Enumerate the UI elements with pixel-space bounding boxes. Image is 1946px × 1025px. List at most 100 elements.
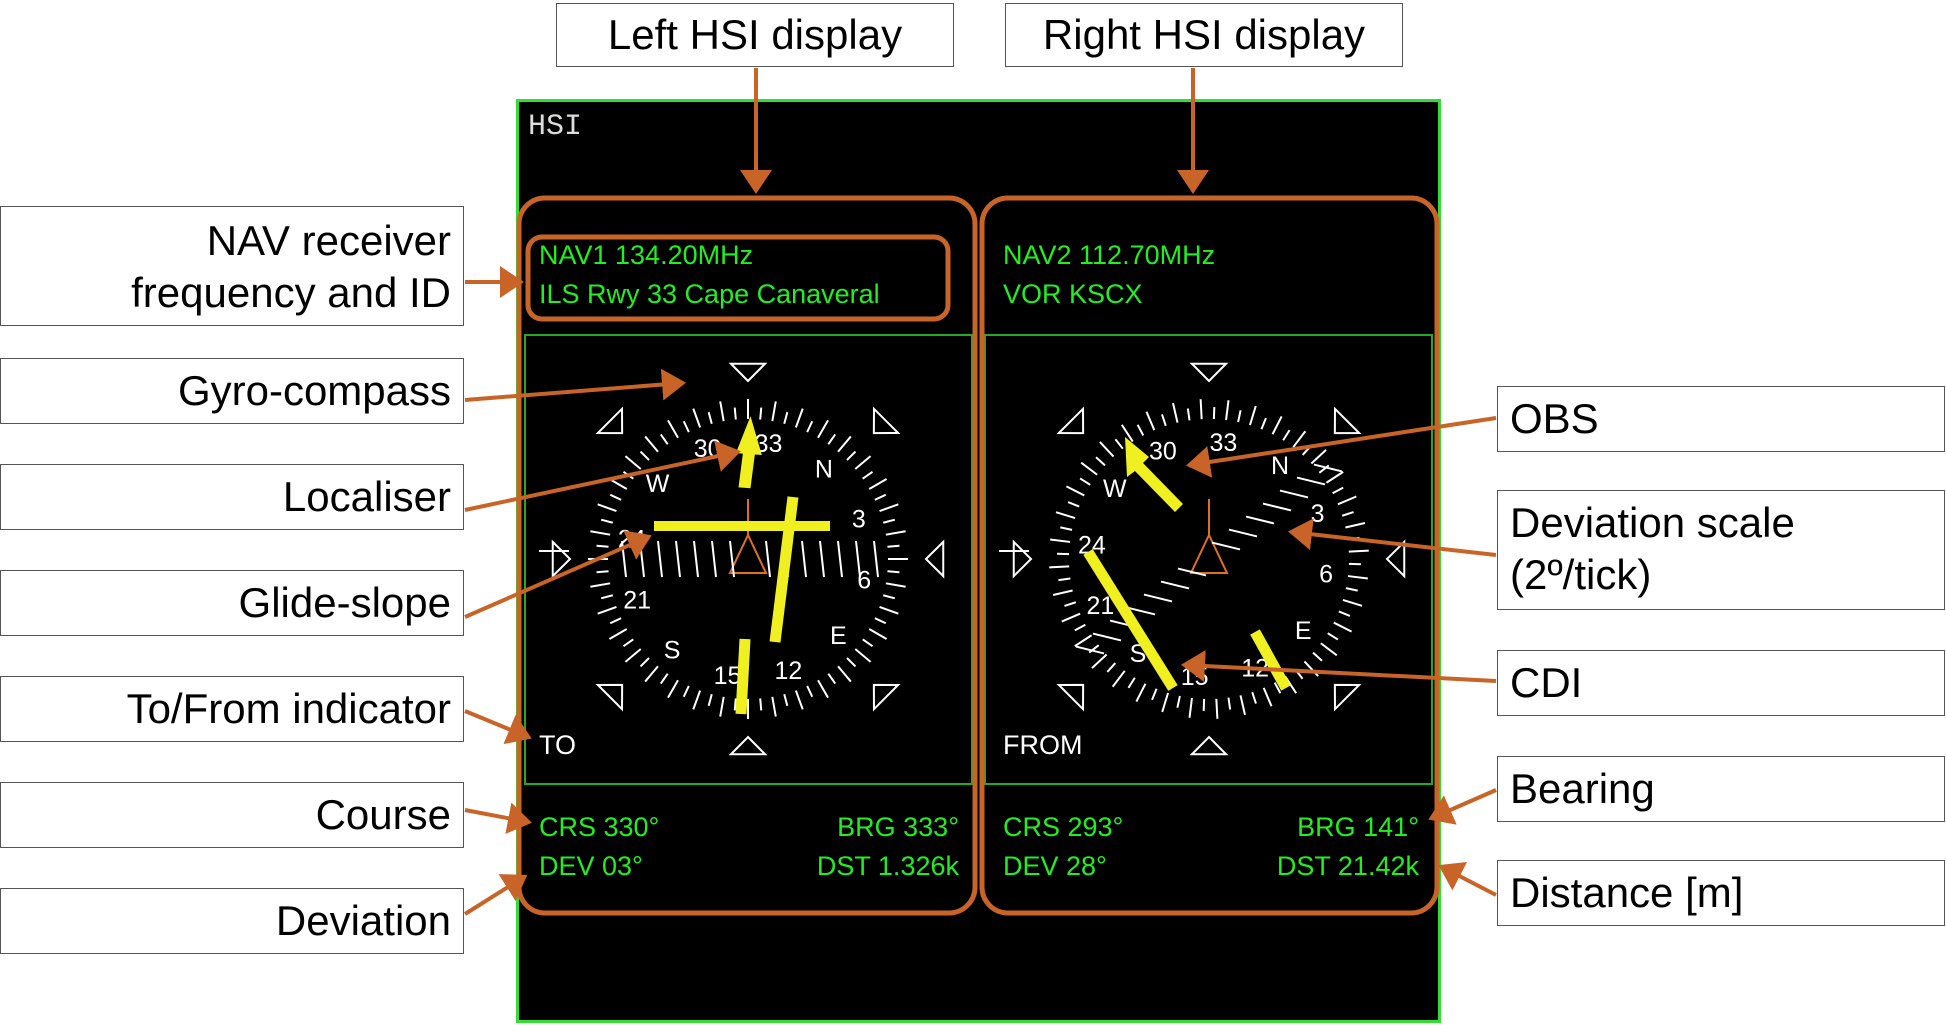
left-compass-label: W	[646, 470, 670, 498]
left-compass-tick	[854, 455, 872, 470]
left-compass-tick	[639, 657, 650, 668]
right-deviation-scale-tick	[1143, 593, 1173, 603]
left-compass-tick	[590, 530, 611, 536]
right-compass-tick	[1074, 634, 1093, 647]
right-compass-tick	[1199, 399, 1203, 420]
right-compass-tick	[1262, 687, 1273, 707]
left-compass-tick	[846, 657, 857, 668]
left-compass-tick	[817, 679, 829, 699]
left-compass-tick	[600, 518, 614, 524]
left-compass-tick	[600, 594, 614, 600]
left-compass-tick	[707, 693, 713, 707]
left-compass-tick	[682, 420, 690, 433]
left-bug-marker	[872, 406, 901, 435]
localiser-label: Localiser	[0, 464, 464, 530]
left-bug-marker	[595, 406, 624, 435]
right-to-from-indicator: FROM	[1003, 730, 1083, 760]
right-compass-tick	[1052, 589, 1073, 596]
left-compass-tick	[608, 628, 628, 640]
left-deviation-scale-tick	[675, 540, 681, 578]
left-compass-label: S	[664, 636, 681, 664]
right-compass-label: E	[1295, 617, 1312, 645]
right-compass-tick	[1065, 485, 1085, 497]
right-compass-tick	[1127, 677, 1136, 689]
left-compass-tick	[879, 605, 899, 615]
right-compass-tick	[1345, 587, 1358, 592]
left-compass-tick	[771, 401, 777, 422]
left-compass-tick	[596, 544, 609, 548]
left-compass-tick	[806, 420, 814, 433]
mfd-screen: HSI 33 N 3 6 E 12 15 S 21 24 W 30 33 N 3 6 E 12 15 S 21 24 W 3…	[516, 99, 1441, 1023]
right-compass-tick	[1172, 402, 1179, 423]
right-nav-frequency: NAV2 112.70MHz	[1003, 240, 1216, 270]
right-compass-tick	[1301, 445, 1312, 456]
left-compass-tick	[874, 493, 887, 501]
left-compass-tick	[854, 648, 872, 663]
right-compass-tick	[1151, 688, 1158, 701]
left-compass-tick	[794, 408, 804, 428]
right-deviation-scale-tick	[1211, 541, 1241, 551]
right-nav-id: VOR KSCX	[1003, 279, 1143, 309]
bearing-label: Bearing	[1497, 756, 1945, 822]
left-bug-marker	[728, 735, 768, 756]
right-compass-tick	[1294, 668, 1304, 680]
bearing-arrow	[1428, 788, 1497, 825]
left-cdi-bar	[769, 496, 799, 643]
right-aircraft-symbol	[1189, 532, 1229, 574]
right-compass-tick	[1176, 695, 1181, 708]
left-compass-tick	[609, 617, 622, 625]
right-compass-tick	[1161, 414, 1167, 427]
right-compass-tick	[1064, 601, 1077, 607]
right-compass-tick	[1303, 660, 1319, 677]
nav-receiver-label: NAV receiver frequency and ID	[0, 206, 464, 326]
left-compass-tick	[879, 503, 899, 513]
right-deviation-readout: DEV 28°	[1003, 851, 1107, 881]
left-obs-arrow	[735, 416, 762, 489]
deviation-label: Deviation	[0, 888, 464, 954]
left-deviation-scale-tick	[819, 540, 825, 578]
left-compass-tick	[882, 518, 896, 524]
right-bug-marker	[1333, 406, 1362, 435]
left-compass-tick	[622, 470, 634, 480]
left-deviation-scale-tick	[801, 540, 807, 578]
right-compass-tick	[1061, 612, 1081, 623]
right-compass-tick	[1136, 424, 1145, 436]
right-compass-tick	[1342, 598, 1363, 607]
right-compass-tick	[1260, 417, 1267, 430]
right-compass-tick	[1099, 441, 1115, 458]
left-compass-tick	[837, 665, 852, 683]
distance-arrow	[1438, 862, 1497, 897]
left-compass-tick	[692, 408, 702, 428]
cdi-label: CDI	[1497, 650, 1945, 716]
left-deviation-readout: DEV 03°	[539, 851, 643, 881]
left-compass-tick	[759, 698, 763, 711]
right-compass-tick	[1312, 651, 1323, 662]
left-bug-marker	[551, 539, 572, 579]
left-compass-tick	[827, 433, 837, 445]
left-nav-frequency: NAV1 134.20MHz	[539, 240, 754, 270]
right-compass-tick	[1332, 486, 1344, 495]
right-compass-tick	[1292, 430, 1307, 448]
left-hsi-display-label: Left HSI display	[556, 3, 954, 67]
left-compass-label: N	[815, 456, 833, 484]
left-compass-label: 30	[694, 435, 722, 463]
deviation-scale-label: Deviation scale (2º/tick)	[1497, 490, 1945, 610]
obs-label: OBS	[1497, 386, 1945, 452]
left-to-from-indicator: TO	[539, 730, 577, 760]
left-compass-tick	[667, 679, 679, 699]
left-compass-tick	[783, 693, 789, 707]
right-compass-tick	[1282, 429, 1291, 441]
right-compass-tick	[1251, 691, 1257, 704]
right-bug-marker	[1333, 683, 1362, 712]
right-bearing-readout: BRG 141°	[1297, 812, 1419, 842]
right-compass-tick	[1327, 632, 1339, 641]
left-compass-tick	[868, 478, 888, 490]
right-compass-tick	[1095, 456, 1106, 467]
right-compass-tick	[1060, 526, 1073, 531]
left-compass-tick	[624, 455, 642, 470]
left-compass-tick	[624, 648, 642, 663]
left-compass-tick	[682, 685, 690, 698]
left-deviation-scale-tick	[837, 540, 843, 578]
left-aircraft-symbol	[728, 532, 768, 574]
